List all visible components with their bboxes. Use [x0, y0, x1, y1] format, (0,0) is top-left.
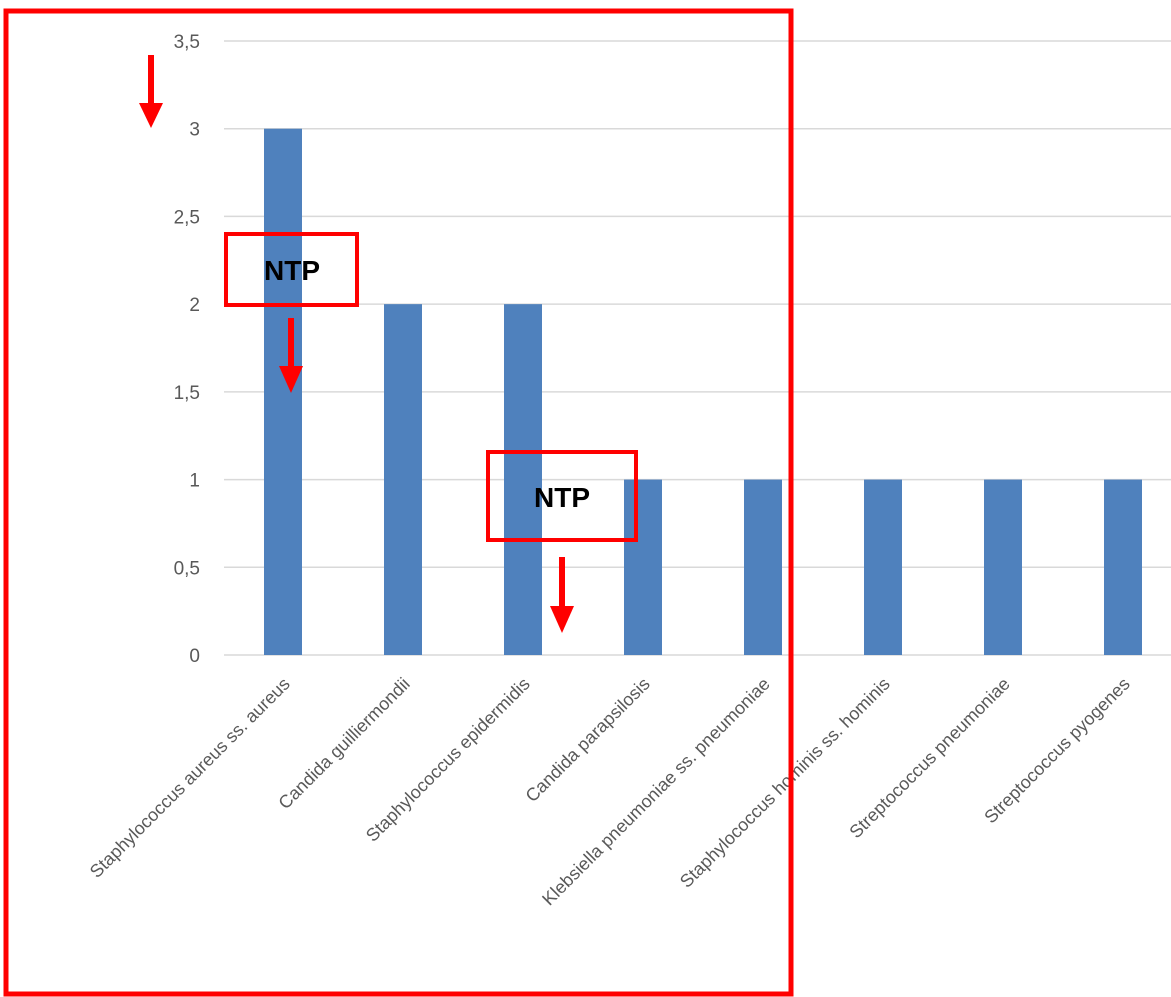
gridlines	[224, 40, 1171, 656]
top-down-arrow	[139, 55, 163, 128]
x-category-label: Klebsiella pneumoniae ss. pneumoniae	[538, 674, 774, 910]
x-category-label: Candida parapsilosis	[522, 674, 654, 806]
bars	[264, 128, 1142, 655]
bar	[1104, 479, 1142, 655]
bar	[744, 479, 782, 655]
highlight-frame	[3, 8, 794, 997]
ntp-box-2: NTP	[486, 450, 638, 542]
ntp-box-1: NTP	[224, 232, 359, 307]
x-category-label: Candida guilliermondii	[274, 674, 413, 813]
ntp-arrow-1	[279, 318, 303, 393]
ntp-arrow-2	[550, 557, 574, 633]
bar	[504, 304, 542, 655]
annotation-overlay: NTP NTP	[3, 8, 794, 997]
y-tick-label: 2	[189, 295, 200, 316]
bar	[864, 479, 902, 655]
ntp-label-1: NTP	[264, 255, 320, 286]
y-tick-label: 3,5	[174, 32, 200, 53]
bar	[384, 304, 422, 655]
y-tick-label: 1	[189, 471, 200, 492]
y-tick-label: 1,5	[174, 383, 200, 404]
bar	[624, 479, 662, 655]
y-tick-label: 2,5	[174, 207, 200, 228]
bar	[264, 128, 302, 655]
y-tick-label: 0	[189, 646, 200, 667]
x-category-label: Staphylococcus hominis ss. hominis	[676, 674, 894, 892]
y-tick-label: 0,5	[174, 558, 200, 579]
x-axis-labels: Staphylococcus aureus ss. aureusCandida …	[86, 674, 1134, 910]
y-tick-label: 3	[189, 120, 200, 141]
y-axis-ticks: 0 0,5 1 1,5 2 2,5 3 3,5	[174, 32, 200, 667]
bar	[984, 479, 1022, 655]
ntp-label-2: NTP	[534, 482, 590, 513]
x-category-label: Staphylococcus aureus ss. aureus	[86, 674, 294, 882]
